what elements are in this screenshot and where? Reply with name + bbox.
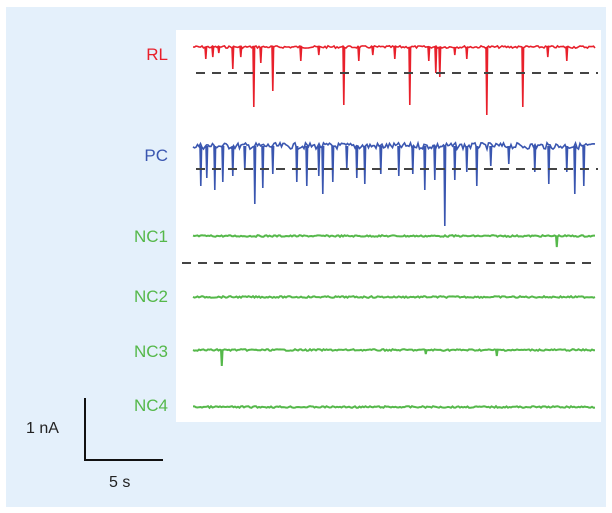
plot-panel bbox=[176, 30, 601, 422]
trace-label-nc1: NC1 bbox=[133, 227, 168, 246]
trace-nc1 bbox=[192, 233, 595, 248]
trace-nc3 bbox=[192, 347, 595, 367]
trace-nc2 bbox=[192, 294, 596, 300]
trace-nc4 bbox=[193, 404, 596, 410]
trace-group bbox=[192, 44, 596, 410]
scale-current-label: 1 nA bbox=[26, 420, 59, 437]
trace-label-nc2: NC2 bbox=[133, 287, 168, 306]
trace-label-nc3: NC3 bbox=[133, 342, 168, 361]
trace-label-pc: PC bbox=[144, 146, 168, 165]
trace-label-rl: RL bbox=[146, 45, 168, 64]
trace-label-nc4: NC4 bbox=[133, 396, 168, 415]
trace-pc bbox=[192, 140, 596, 227]
trace-rl bbox=[192, 44, 596, 116]
scale-time-label: 5 s bbox=[109, 474, 131, 491]
